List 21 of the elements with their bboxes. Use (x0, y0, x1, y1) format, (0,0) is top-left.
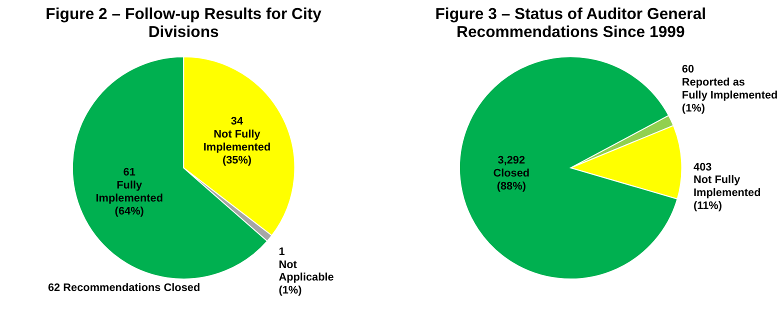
slice-label: Not Applicable (278, 258, 334, 284)
slice-label: Closed (493, 168, 530, 180)
slice-label: Fully Implemented (96, 179, 163, 204)
slice-label: Not Fully Implemented (694, 174, 761, 200)
text: (11%) (694, 200, 722, 212)
data-label: 61 (123, 166, 136, 179)
text: (64%) (114, 205, 144, 218)
text: (88%) (496, 180, 526, 192)
chart-title: Figure 2 – Follow-up Results for City Divisions (46, 6, 322, 41)
data-label: 403 (694, 161, 712, 174)
text: (1%) (278, 284, 302, 297)
data-label: 1 (278, 246, 285, 258)
chart-title: Figure 3 – Status of Auditor General Recommendations Since 1999 (435, 6, 706, 41)
data-label: 34 (230, 116, 244, 128)
data-label: 3,292 (498, 154, 526, 167)
text: 62 Recommendations Closed (48, 282, 200, 294)
slice-label: Reported as Fully Implemented (682, 76, 778, 102)
slice-label: Not Fully Implemented (203, 128, 271, 154)
text: (35%) (222, 154, 252, 166)
text: (1%) (682, 102, 705, 114)
data-label: 60 (682, 64, 694, 76)
